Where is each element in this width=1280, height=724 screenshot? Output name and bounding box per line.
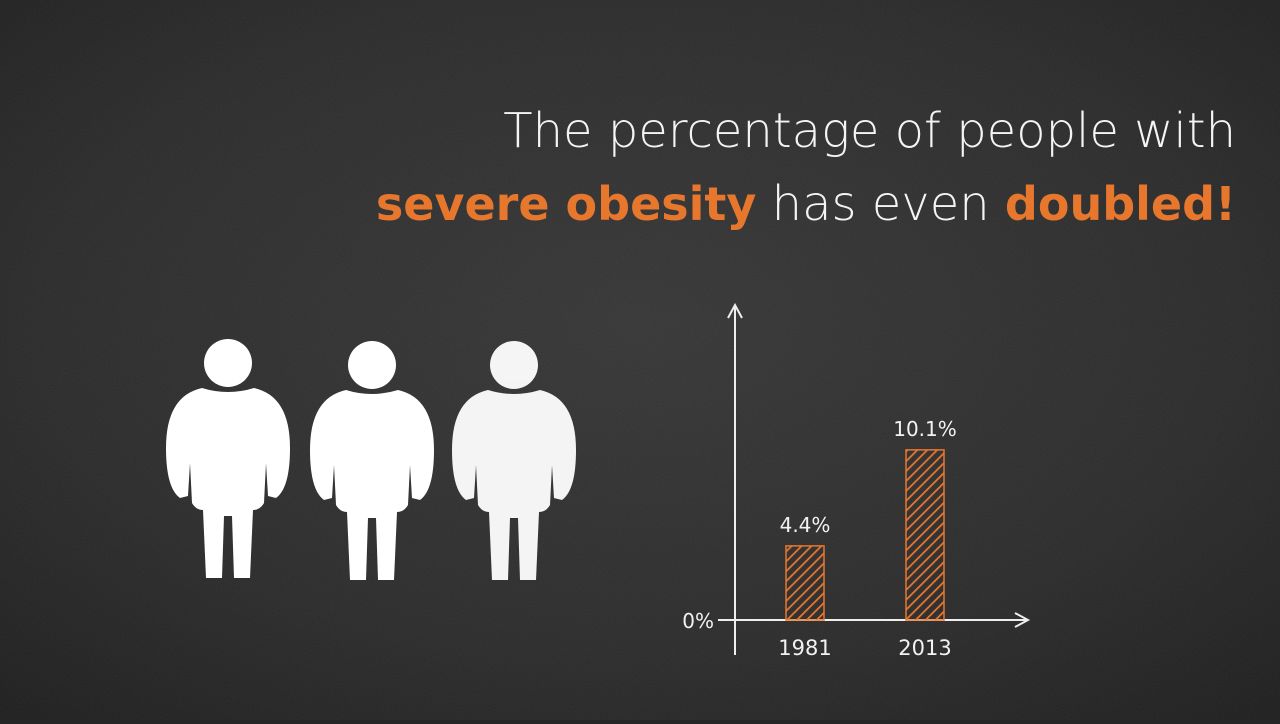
highlight-text: severe obesity	[376, 177, 757, 231]
value-label: 10.1%	[893, 417, 957, 441]
title-text: has even	[772, 176, 990, 232]
highlight-text: doubled!	[1005, 177, 1236, 231]
y-tick-label: 0%	[682, 609, 714, 633]
value-label: 4.4%	[780, 513, 831, 537]
title-line: The percentage of people with	[503, 103, 1236, 159]
bar	[785, 545, 825, 621]
bar	[905, 449, 945, 621]
y-axis-arrow	[727, 302, 743, 319]
x-tick-label: 1981	[778, 636, 831, 660]
title-text: The percentage of people with	[503, 103, 1236, 159]
x-axis-arrow	[1014, 612, 1031, 628]
x-tick-label: 2013	[898, 636, 951, 660]
title-line: severe obesity has even doubled!	[376, 176, 1236, 232]
